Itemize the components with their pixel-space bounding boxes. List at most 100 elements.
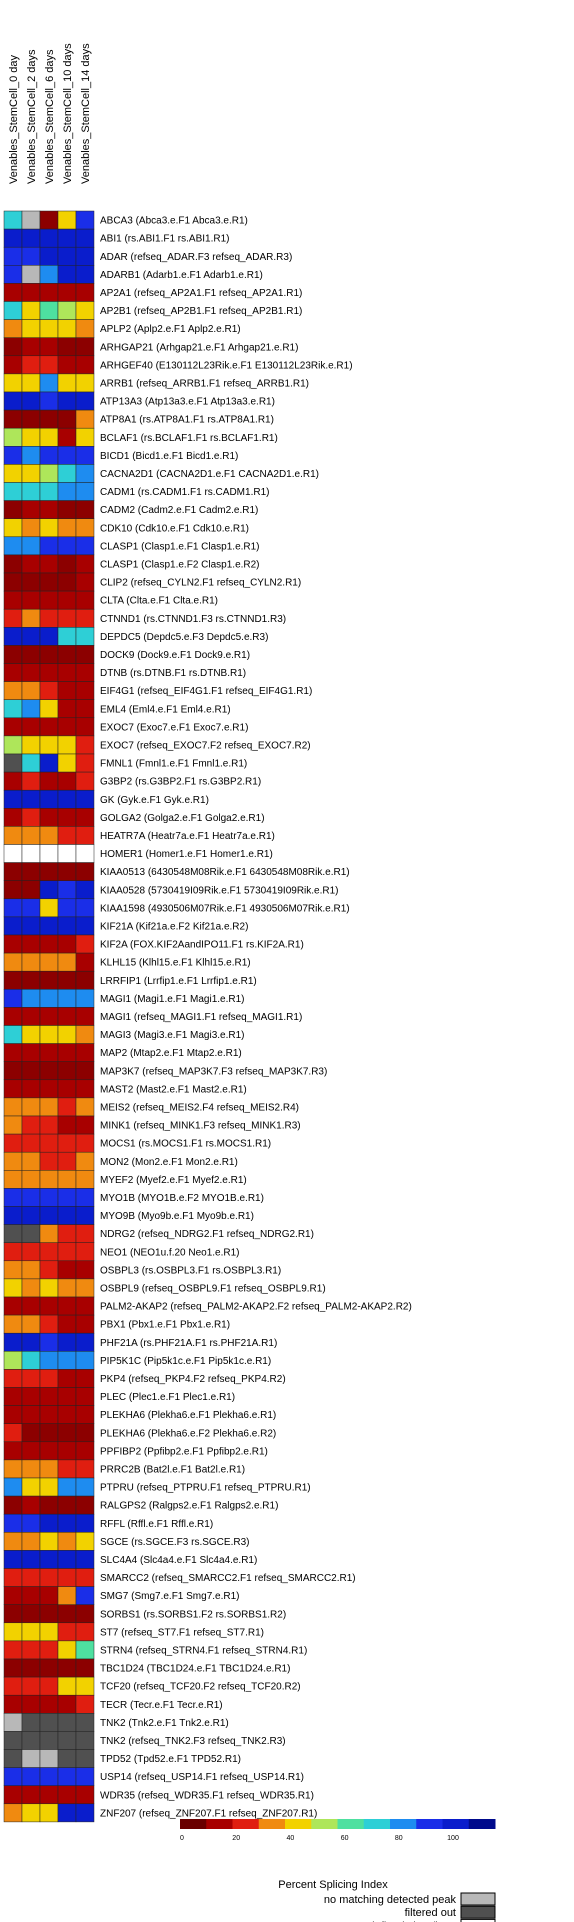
- heatmap-cell: [75, 1658, 95, 1678]
- heatmap-cell: [75, 627, 95, 646]
- row-label: CADM2 (Cadm2.e.F1 Cadm2.e.R1): [100, 505, 258, 516]
- colorbar-tick-label: 100: [447, 1835, 459, 1842]
- heatmap-cell: [3, 1115, 23, 1135]
- row-label: MYEF2 (Myef2.e.F1 Myef2.e.R1): [100, 1175, 247, 1186]
- row-label: SGCE (rs.SGCE.F3 rs.SGCE.R3): [100, 1537, 249, 1548]
- heatmap-cell: [21, 1224, 41, 1243]
- heatmap-cell: [39, 663, 59, 682]
- heatmap-cell: [75, 699, 95, 719]
- heatmap-cell: [75, 1133, 95, 1153]
- heatmap-cell: [39, 283, 59, 302]
- heatmap-cell: [75, 1387, 95, 1406]
- heatmap-cell: [21, 1007, 41, 1026]
- heatmap-cell: [39, 337, 59, 357]
- heatmap-cell: [21, 1803, 41, 1823]
- row-label: PRRC2B (Bat2l.e.F1 Bat2l.e.R1): [100, 1464, 245, 1475]
- heatmap-cell: [3, 427, 23, 447]
- colorbar-segment: [180, 1819, 207, 1829]
- heatmap-cell: [75, 1296, 95, 1316]
- heatmap-cell: [75, 1242, 95, 1262]
- heatmap-cell: [21, 645, 41, 664]
- heatmap-cell: [57, 826, 77, 845]
- heatmap-cell: [57, 1242, 77, 1262]
- heatmap-cell: [21, 826, 41, 845]
- heatmap-cell: [3, 1206, 23, 1225]
- heatmap-cell: [75, 1079, 95, 1099]
- heatmap-cell: [21, 789, 41, 809]
- heatmap-cell: [3, 1586, 23, 1605]
- heatmap-cell: [39, 409, 59, 429]
- heatmap-cell: [57, 880, 77, 900]
- heatmap-cell: [75, 427, 95, 447]
- row-label: USP14 (refseq_USP14.F1 refseq_USP14.R1): [100, 1772, 304, 1783]
- heatmap-cell: [39, 717, 59, 737]
- heatmap-cell: [75, 1749, 95, 1768]
- row-label: PLEKHA6 (Plekha6.e.F2 Plekha6.e.R2): [100, 1428, 276, 1439]
- heatmap-cell: [39, 1351, 59, 1370]
- legend-swatch: [460, 1918, 496, 1922]
- heatmap-cell: [39, 500, 59, 519]
- heatmap-cell: [3, 1694, 23, 1714]
- colorbar-segment: [311, 1819, 338, 1829]
- colorbar-tick-label: 20: [232, 1835, 240, 1842]
- colorbar-title: Percent Splicing Index: [278, 1879, 388, 1891]
- row-label: PBX1 (Pbx1.e.F1 Pbx1.e.R1): [100, 1320, 230, 1331]
- heatmap-cell: [21, 916, 41, 936]
- heatmap-cell: [21, 210, 41, 230]
- heatmap-cell: [57, 301, 77, 320]
- heatmap-cell: [21, 1550, 41, 1569]
- row-label: RALGPS2 (Ralgps2.e.F1 Ralgps2.e.R1): [100, 1501, 278, 1512]
- heatmap-cell: [75, 826, 95, 845]
- heatmap-cell: [75, 482, 95, 501]
- heatmap-cell: [75, 337, 95, 357]
- heatmap-cell: [57, 590, 77, 610]
- heatmap-cell: [21, 319, 41, 338]
- heatmap-cell: [57, 1115, 77, 1135]
- heatmap-cell: [21, 1043, 41, 1062]
- heatmap-cell: [57, 970, 77, 990]
- colorbar-tick-label: 60: [341, 1835, 349, 1842]
- heatmap-cell: [57, 989, 77, 1008]
- heatmap-cell: [39, 681, 59, 700]
- heatmap-cell: [39, 934, 59, 954]
- heatmap-cell: [21, 590, 41, 610]
- heatmap-cell: [39, 1568, 59, 1587]
- heatmap-cell: [75, 717, 95, 737]
- row-label: APLP2 (Aplp2.e.F1 Aplp2.e.R1): [100, 324, 241, 335]
- heatmap-cell: [3, 1151, 23, 1171]
- heatmap-cell: [57, 1622, 77, 1642]
- heatmap-cell: [3, 1369, 23, 1388]
- heatmap-cell: [57, 862, 77, 881]
- heatmap-cell: [75, 1441, 95, 1461]
- heatmap-cell: [3, 246, 23, 266]
- heatmap-cell: [39, 1097, 59, 1117]
- heatmap-cell: [39, 735, 59, 755]
- heatmap-cell: [21, 898, 41, 918]
- row-label: PLEC (Plec1.e.F1 Plec1.e.R1): [100, 1392, 235, 1403]
- heatmap-cell: [39, 1296, 59, 1316]
- heatmap-cell: [75, 283, 95, 302]
- heatmap-cell: [75, 681, 95, 700]
- row-label: BCLAF1 (rs.BCLAF1.F1 rs.BCLAF1.R1): [100, 433, 278, 444]
- row-label: STRN4 (refseq_STRN4.F1 refseq_STRN4.R1): [100, 1645, 307, 1656]
- row-label: TPD52 (Tpd52.e.F1 TPD52.R1): [100, 1754, 241, 1765]
- heatmap-cell: [75, 1206, 95, 1225]
- heatmap-cell: [39, 355, 59, 375]
- heatmap-cell: [3, 1604, 23, 1624]
- heatmap-cell: [39, 1604, 59, 1624]
- heatmap-cell: [3, 1622, 23, 1642]
- heatmap-cell: [75, 735, 95, 755]
- heatmap-cell: [21, 1640, 41, 1660]
- heatmap-cell: [39, 627, 59, 646]
- heatmap-cell: [21, 1242, 41, 1262]
- heatmap-cell: [57, 1731, 77, 1750]
- heatmap-cell: [3, 1387, 23, 1406]
- heatmap-cell: [57, 1640, 77, 1660]
- heatmap-cell: [39, 1079, 59, 1099]
- heatmap-cell: [75, 500, 95, 519]
- heatmap-cell: [75, 1423, 95, 1443]
- heatmap-cell: [39, 319, 59, 338]
- heatmap-cell: [3, 518, 23, 538]
- heatmap-cell: [75, 409, 95, 429]
